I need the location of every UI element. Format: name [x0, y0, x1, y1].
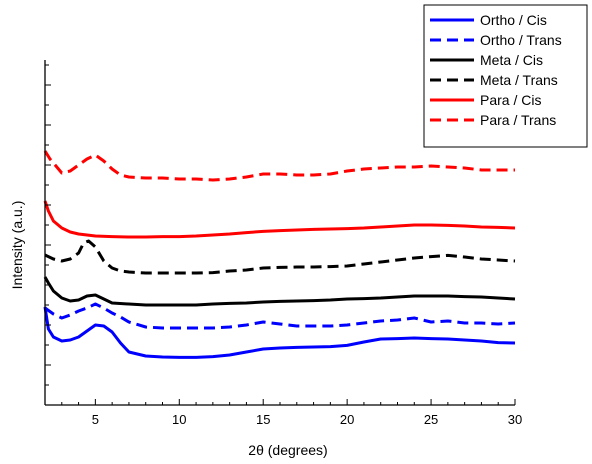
y-ticks — [45, 64, 51, 386]
legend-label: Meta / Trans — [480, 72, 558, 88]
legend: Ortho / Cis Ortho / Trans Meta / Cis Meta /… — [423, 4, 588, 148]
series-para-trans — [43, 150, 515, 182]
series-meta-cis — [43, 276, 516, 307]
series-ortho-cis — [43, 306, 516, 359]
x-tick-label: 5 — [92, 412, 99, 427]
series-group — [43, 150, 516, 359]
x-tick-label: 15 — [256, 412, 270, 427]
x-ticks: 5 10 15 20 25 30 — [61, 399, 522, 427]
legend-box — [423, 4, 588, 148]
x-tick-label: 20 — [340, 412, 354, 427]
legend-label: Para / Cis — [480, 92, 541, 108]
series-ortho-trans — [44, 302, 516, 330]
series-meta-trans — [44, 239, 516, 275]
x-tick-label: 30 — [508, 412, 522, 427]
legend-label: Para / Trans — [480, 112, 556, 128]
x-tick-label: 10 — [172, 412, 186, 427]
legend-label: Ortho / Cis — [480, 12, 547, 28]
legend-label: Ortho / Trans — [480, 32, 562, 48]
legend-label: Meta / Cis — [480, 52, 543, 68]
x-tick-label: 25 — [424, 412, 438, 427]
x-axis-label: 2θ (degrees) — [248, 442, 327, 458]
y-axis-label: Intensity (a.u.) — [9, 201, 25, 290]
series-para-cis — [43, 200, 516, 239]
